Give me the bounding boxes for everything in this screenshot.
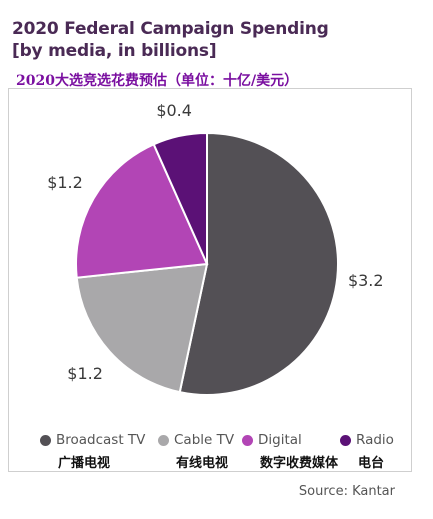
legend-item: Radio 电台 [340,432,410,471]
slice-value-label: $3.2 [347,271,384,291]
slice-value-label: $0.4 [156,100,192,120]
legend-label: Digital [258,432,302,448]
slice-value-label: $1.2 [47,172,83,192]
legend: Broadcast TV 广播电视 Cable TV 有线电视 Digital 数字收费媒… [40,432,410,471]
source-note: Source: Kantar [298,484,395,499]
legend-swatch [158,434,169,446]
legend-swatch [340,434,351,446]
title-line: 2020 Federal Campaign Spending [12,19,329,39]
legend-swatch [40,434,51,446]
legend-item: Digital 数字收费媒体 [242,432,340,471]
legend-label: Broadcast TV [56,432,146,448]
legend-item: Broadcast TV 广播电视 [40,432,158,471]
legend-swatch [242,434,253,446]
legend-label-cn: 电台 [358,456,385,471]
legend-item: Cable TV 有线电视 [158,432,242,471]
subtitle-line: [by media, in billions] [12,41,217,61]
legend-label: Radio [356,432,394,448]
pie-slice-cable-tv [75,262,209,394]
chart-title: 2020 Federal Campaign Spending [by media… [12,18,329,62]
legend-label-cn: 广播电视 [58,456,111,471]
chinese-subtitle: 2020大选竞选花费预估（单位：十亿/美元） [16,73,299,89]
pie-slice-radio [152,131,208,265]
legend-label: Cable TV [174,432,235,448]
pie-slice-broadcast-tv [178,131,340,396]
legend-label-cn: 数字收费媒体 [260,456,339,471]
slice-value-label: $1.2 [67,364,103,384]
legend-label-cn: 有线电视 [176,456,229,471]
pie-slice-digital [75,143,209,279]
